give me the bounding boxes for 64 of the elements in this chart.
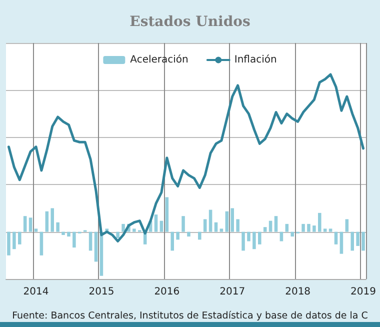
bar xyxy=(23,216,27,232)
bar xyxy=(62,232,65,235)
x-tick-label: 2015 xyxy=(88,286,114,298)
bar xyxy=(116,232,120,238)
bar xyxy=(236,219,240,232)
bar xyxy=(34,228,38,232)
bar xyxy=(290,232,294,237)
bar xyxy=(165,197,169,232)
bar xyxy=(50,208,54,232)
bar xyxy=(7,232,10,256)
bar xyxy=(67,232,70,237)
bar xyxy=(198,232,202,240)
bar xyxy=(40,232,44,256)
bar xyxy=(323,228,327,232)
bar xyxy=(122,224,125,232)
x-tick-label: 2017 xyxy=(220,286,246,298)
source-note: Fuente: Bancos Centrales, Institutos de Estadística y base de datos de la C xyxy=(12,310,368,322)
bar xyxy=(160,220,164,232)
x-tick-label: 2016 xyxy=(154,286,180,298)
x-tick-label: 2019 xyxy=(350,286,376,298)
bar xyxy=(18,232,22,244)
bar xyxy=(220,228,224,232)
bar xyxy=(28,218,32,232)
bar xyxy=(214,222,218,232)
legend-label: Inflación xyxy=(234,54,277,66)
bar xyxy=(334,232,338,244)
bar xyxy=(302,224,305,232)
bar xyxy=(94,232,98,262)
bar xyxy=(263,227,267,232)
bar xyxy=(170,232,174,251)
bar xyxy=(274,216,278,232)
bar xyxy=(312,226,316,232)
x-tick-label: 2014 xyxy=(23,286,49,298)
bar xyxy=(72,232,76,248)
bar xyxy=(88,232,92,251)
bar xyxy=(285,224,289,232)
bar xyxy=(242,232,245,251)
x-tick-label: 2018 xyxy=(285,286,311,298)
chart-title: Estados Unidos xyxy=(130,14,250,30)
bar xyxy=(252,232,256,250)
bar xyxy=(318,212,322,232)
bar xyxy=(307,224,310,232)
bar xyxy=(12,232,16,250)
bar xyxy=(268,220,272,232)
bar xyxy=(230,208,234,232)
bar xyxy=(176,232,180,240)
bar xyxy=(356,232,360,246)
bar xyxy=(345,219,349,232)
bar xyxy=(187,232,190,237)
bar xyxy=(350,232,354,251)
bar xyxy=(340,232,344,254)
bar xyxy=(45,211,49,232)
bar xyxy=(203,219,207,232)
bar xyxy=(225,211,229,232)
bar xyxy=(132,228,136,232)
bar xyxy=(56,222,60,232)
bar xyxy=(154,214,158,232)
bar xyxy=(182,216,185,232)
bar xyxy=(208,210,212,232)
bar xyxy=(258,232,262,244)
legend-label: Aceleración xyxy=(130,54,188,66)
bar xyxy=(328,228,332,232)
bar xyxy=(362,232,365,251)
bar xyxy=(247,232,250,242)
